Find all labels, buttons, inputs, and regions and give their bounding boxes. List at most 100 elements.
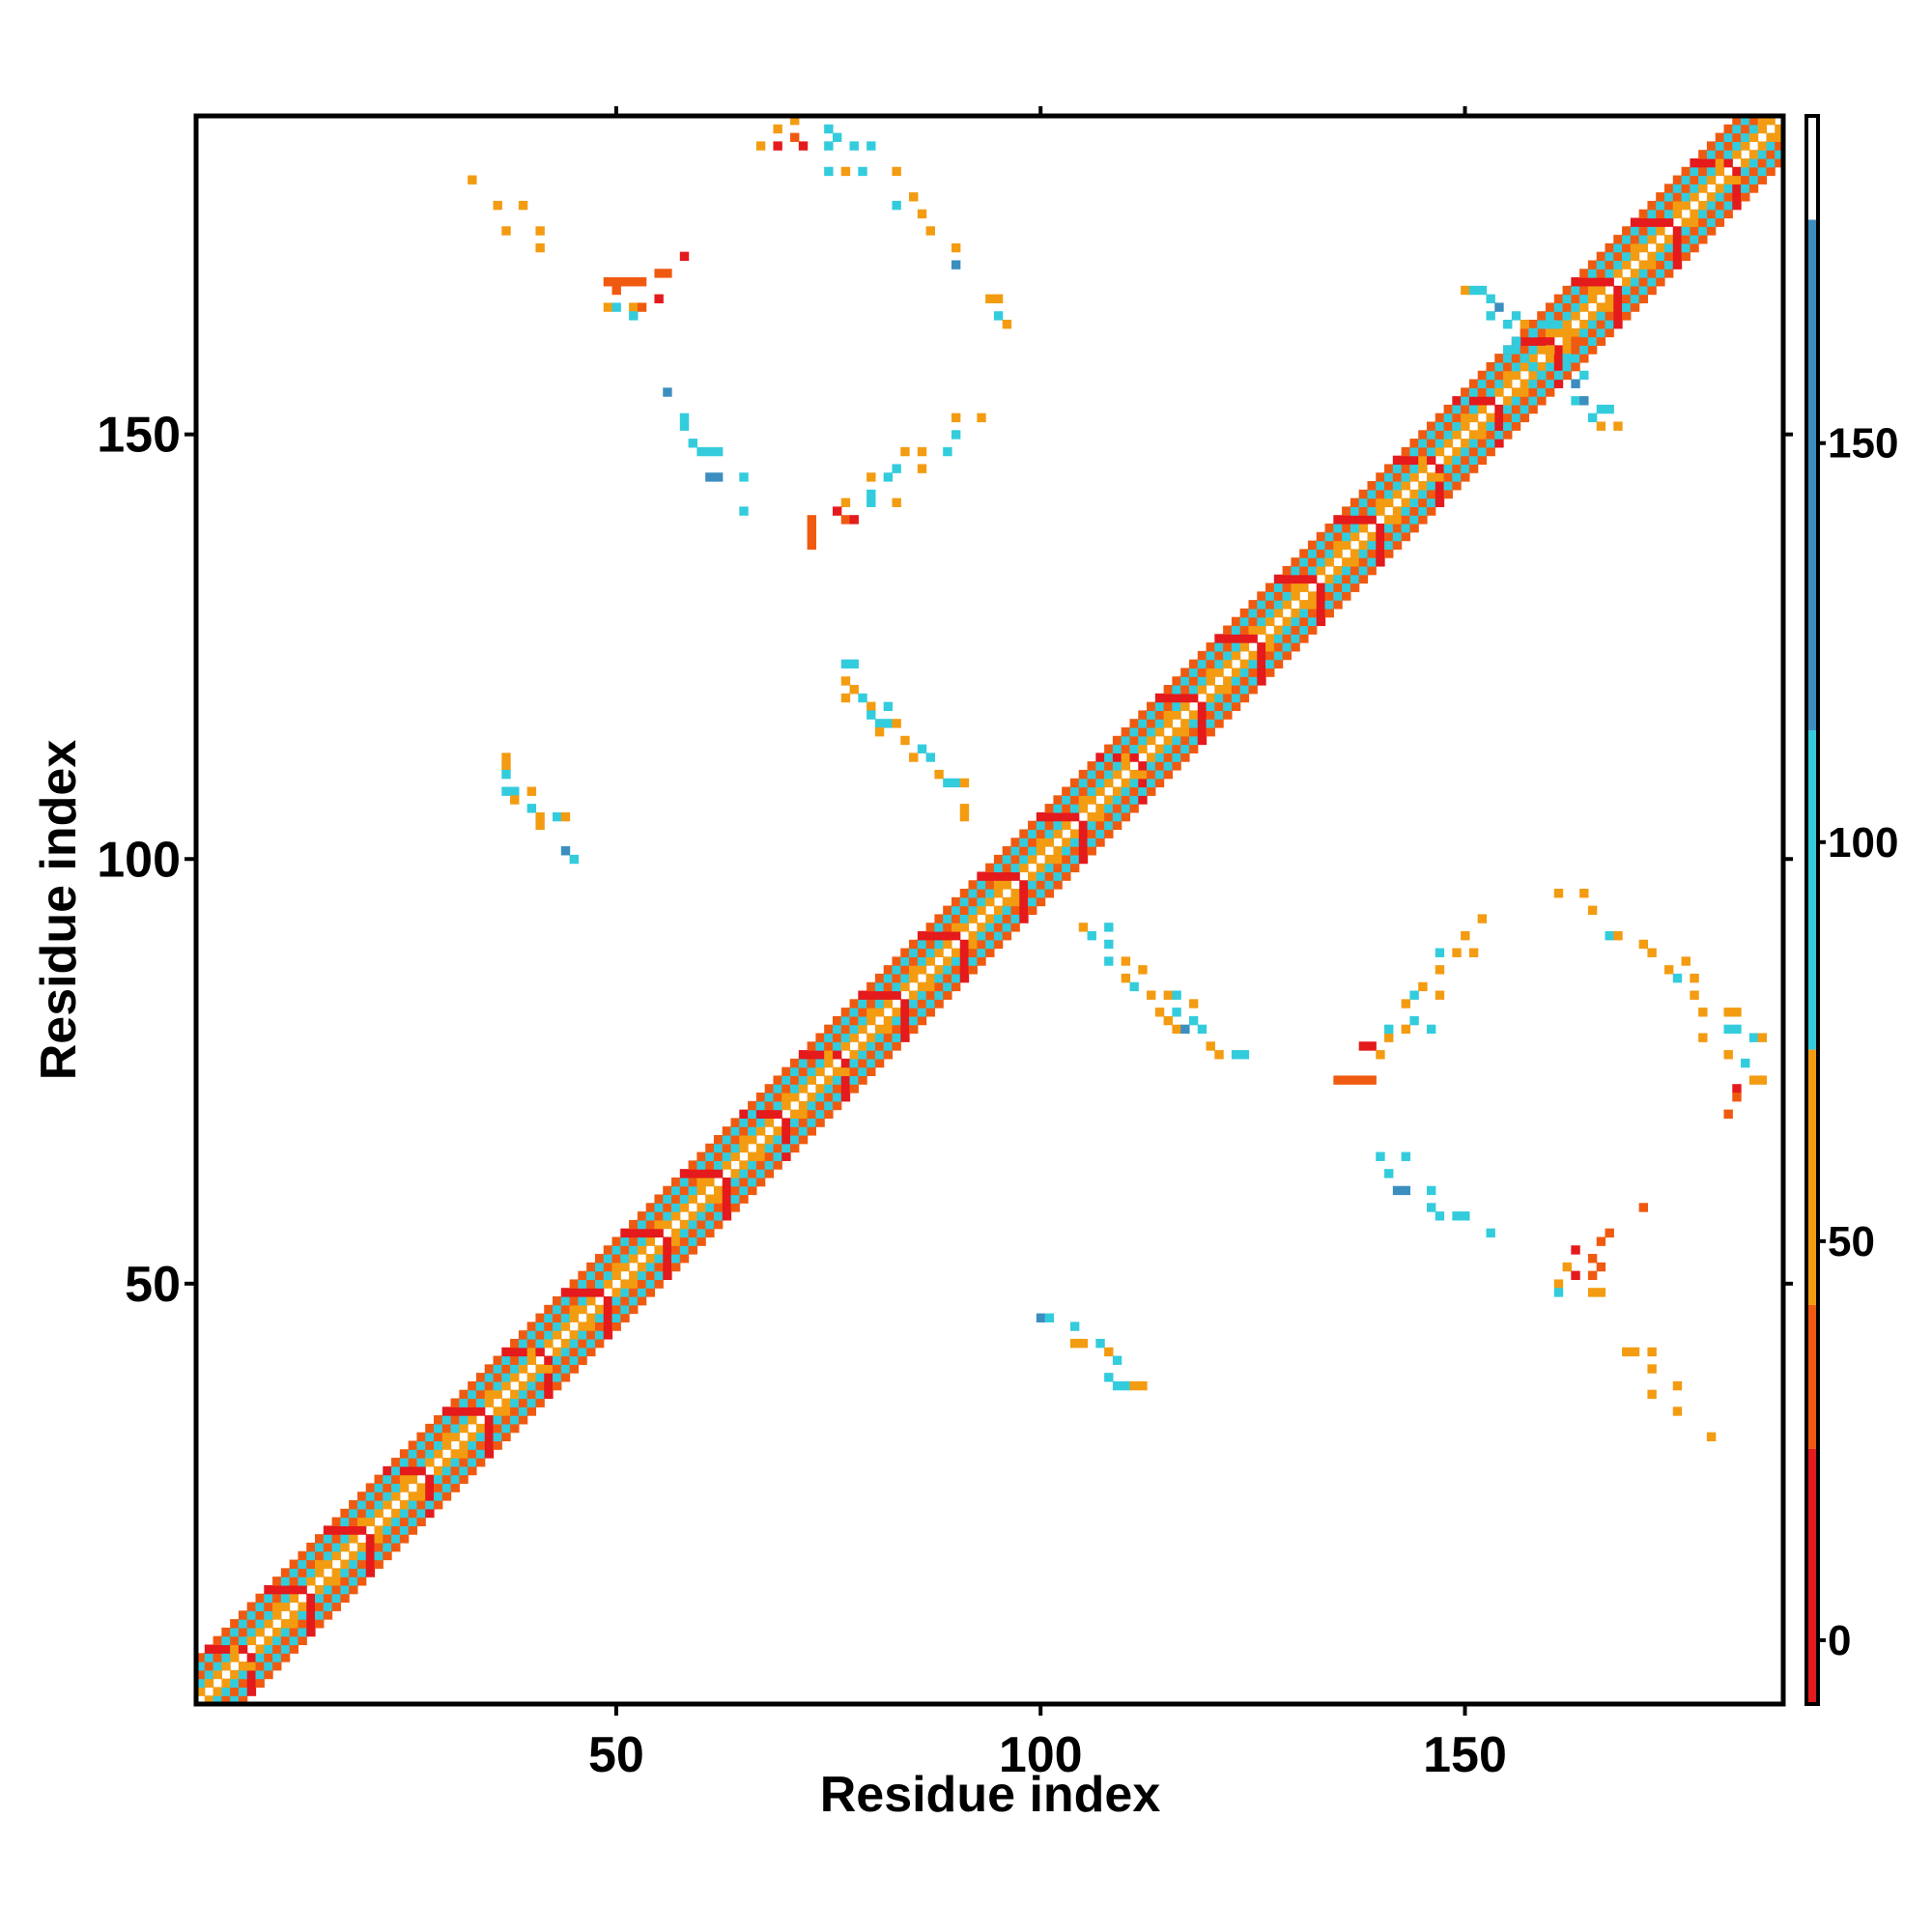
diagonal-cell bbox=[739, 1169, 749, 1179]
diagonal-cell bbox=[849, 999, 859, 1009]
diagonal-cell bbox=[679, 1219, 690, 1230]
diagonal-cell bbox=[1282, 650, 1293, 661]
diagonal-cell bbox=[1147, 761, 1156, 771]
diagonal-cell bbox=[298, 1568, 307, 1577]
diagonal-cell bbox=[663, 1211, 672, 1221]
diagonal-cell bbox=[238, 1644, 248, 1654]
diagonal-cell bbox=[1401, 515, 1411, 525]
diagonal-cell bbox=[1078, 804, 1089, 813]
contact-cell bbox=[501, 761, 511, 771]
diagonal-cell bbox=[560, 1288, 571, 1297]
diagonal-cell bbox=[713, 1143, 724, 1153]
diagonal-cell bbox=[349, 1577, 358, 1586]
diagonal-cell bbox=[1622, 242, 1632, 253]
diagonal-cell bbox=[323, 1525, 333, 1535]
diagonal-cell bbox=[1630, 294, 1640, 304]
contact-cell bbox=[611, 302, 621, 312]
diagonal-cell bbox=[1528, 387, 1538, 397]
contact-cell bbox=[1511, 336, 1521, 346]
contact-cell bbox=[1672, 973, 1683, 983]
diagonal-cell bbox=[1656, 269, 1665, 278]
diagonal-cell bbox=[594, 1262, 605, 1272]
diagonal-cell bbox=[1223, 710, 1233, 720]
diagonal-cell bbox=[238, 1695, 248, 1705]
contact-cell bbox=[1579, 889, 1589, 898]
diagonal-cell bbox=[1723, 141, 1733, 151]
diagonal-cell bbox=[493, 1440, 502, 1450]
diagonal-cell bbox=[892, 990, 901, 1000]
diagonal-cell bbox=[858, 1024, 867, 1035]
contact-cell bbox=[883, 472, 894, 482]
diagonal-cell bbox=[1188, 685, 1199, 695]
contact-cell bbox=[951, 412, 961, 423]
diagonal-cell bbox=[696, 1203, 706, 1212]
diagonal-cell bbox=[934, 981, 944, 992]
diagonal-cell bbox=[755, 1160, 766, 1170]
contact-cell bbox=[1477, 914, 1488, 923]
diagonal-cell bbox=[544, 1355, 554, 1365]
diagonal-cell bbox=[603, 1262, 613, 1272]
diagonal-cell bbox=[645, 1279, 656, 1289]
diagonal-cell bbox=[1087, 811, 1096, 822]
contact-cell bbox=[1553, 889, 1564, 898]
diagonal-cell bbox=[441, 1406, 452, 1416]
diagonal-cell bbox=[434, 1432, 443, 1442]
diagonal-cell bbox=[1180, 726, 1190, 737]
diagonal-cell bbox=[289, 1559, 299, 1569]
diagonal-cell bbox=[1613, 269, 1623, 278]
diagonal-cell bbox=[1172, 701, 1181, 711]
diagonal-cell bbox=[535, 1389, 545, 1400]
diagonal-cell bbox=[510, 1338, 520, 1349]
contact-cell bbox=[790, 116, 800, 126]
diagonal-cell bbox=[943, 905, 952, 915]
diagonal-cell bbox=[365, 1492, 376, 1501]
diagonal-cell bbox=[331, 1577, 341, 1586]
diagonal-cell bbox=[1503, 379, 1513, 388]
diagonal-cell bbox=[1766, 141, 1776, 151]
contact-cell bbox=[832, 506, 842, 516]
diagonal-cell bbox=[985, 914, 995, 923]
diagonal-cell bbox=[1188, 726, 1199, 737]
diagonal-cell bbox=[764, 1109, 775, 1119]
diagonal-cell bbox=[331, 1602, 341, 1611]
diagonal-cell bbox=[306, 1627, 316, 1637]
diagonal-cell bbox=[1672, 200, 1683, 211]
diagonal-cell bbox=[196, 1678, 206, 1689]
diagonal-cell bbox=[1452, 446, 1462, 457]
diagonal-cell bbox=[468, 1465, 477, 1476]
contact-cell bbox=[1486, 311, 1495, 321]
diagonal-cell bbox=[535, 1313, 545, 1322]
diagonal-cell bbox=[238, 1669, 248, 1680]
diagonal-cell bbox=[238, 1678, 248, 1689]
diagonal-cell bbox=[1358, 540, 1369, 550]
diagonal-cell bbox=[578, 1270, 587, 1281]
diagonal-cell bbox=[1078, 829, 1089, 838]
contact-cell bbox=[849, 515, 859, 525]
diagonal-cell bbox=[858, 1050, 867, 1060]
diagonal-cell bbox=[1104, 829, 1114, 838]
diagonal-cell bbox=[645, 1228, 656, 1238]
diagonal-cell bbox=[204, 1678, 214, 1689]
diagonal-cell bbox=[688, 1194, 697, 1204]
diagonal-cell bbox=[679, 1245, 690, 1255]
diagonal-cell bbox=[993, 854, 1004, 865]
diagonal-cell bbox=[620, 1236, 630, 1246]
diagonal-cell bbox=[1468, 379, 1479, 388]
contact-cell bbox=[977, 412, 986, 423]
diagonal-cell bbox=[790, 1058, 800, 1068]
diagonal-cell bbox=[1384, 523, 1394, 533]
diagonal-cell bbox=[951, 930, 961, 941]
diagonal-cell bbox=[425, 1474, 435, 1485]
diagonal-cell bbox=[450, 1406, 460, 1416]
diagonal-cell bbox=[1299, 549, 1309, 558]
diagonal-cell bbox=[900, 1008, 910, 1017]
diagonal-cell bbox=[892, 981, 901, 992]
diagonal-cell bbox=[1307, 565, 1318, 576]
diagonal-cell bbox=[867, 990, 876, 1000]
diagonal-cell bbox=[620, 1245, 630, 1255]
diagonal-cell bbox=[943, 956, 952, 966]
contact-cell bbox=[1503, 345, 1513, 355]
diagonal-cell bbox=[1461, 446, 1470, 457]
diagonal-cell bbox=[1188, 693, 1199, 703]
colorbar-tick-label: 0 bbox=[1828, 1617, 1851, 1664]
